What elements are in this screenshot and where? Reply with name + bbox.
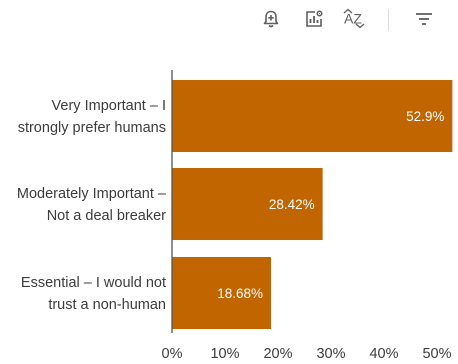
x-tick-label-20: 20% — [263, 346, 292, 362]
sort-az-icon: AZ — [343, 8, 365, 29]
toolbar-divider — [388, 9, 389, 31]
bar-value-label-1: 52.9% — [406, 109, 444, 124]
bar-value-label-2: 28.42% — [269, 197, 315, 212]
add-alert-button[interactable] — [258, 6, 284, 32]
chart-settings-button[interactable] — [301, 6, 327, 32]
category-labels: Very Important – I strongly prefer humans… — [17, 98, 167, 313]
filter-button[interactable] — [411, 6, 437, 32]
category-label-2-line-1: Moderately Important – — [17, 186, 167, 202]
sort-az-button[interactable]: AZ — [340, 6, 366, 32]
bar-2[interactable] — [172, 168, 323, 240]
sort-az-text: AZ — [344, 11, 362, 27]
category-label-3-line-1: Essential – I would not — [21, 275, 166, 291]
bars-group: 52.9% 28.42% 18.68% — [172, 80, 453, 329]
x-tick-label-40: 40% — [369, 346, 398, 362]
category-label-1-line-1: Very Important – I — [52, 98, 166, 114]
x-axis-ticks: 0% 10% 20% 30% 40% 50% — [162, 346, 452, 362]
add-alert-icon — [263, 10, 279, 28]
category-label-2-line-2: Not a deal breaker — [47, 208, 166, 224]
chart-toolbar: AZ — [0, 6, 458, 32]
x-tick-label-50: 50% — [422, 346, 451, 362]
category-label-1-line-2: strongly prefer humans — [18, 120, 166, 136]
x-tick-label-0: 0% — [162, 346, 183, 362]
x-tick-label-10: 10% — [210, 346, 239, 362]
bar-3[interactable] — [172, 257, 272, 329]
bar-1[interactable] — [172, 80, 453, 152]
category-label-3-line-2: trust a non-human — [48, 297, 166, 313]
chart-settings-icon — [306, 10, 323, 27]
filter-icon — [416, 13, 432, 25]
x-tick-label-30: 30% — [316, 346, 345, 362]
bar-value-label-3: 18.68% — [217, 286, 263, 301]
